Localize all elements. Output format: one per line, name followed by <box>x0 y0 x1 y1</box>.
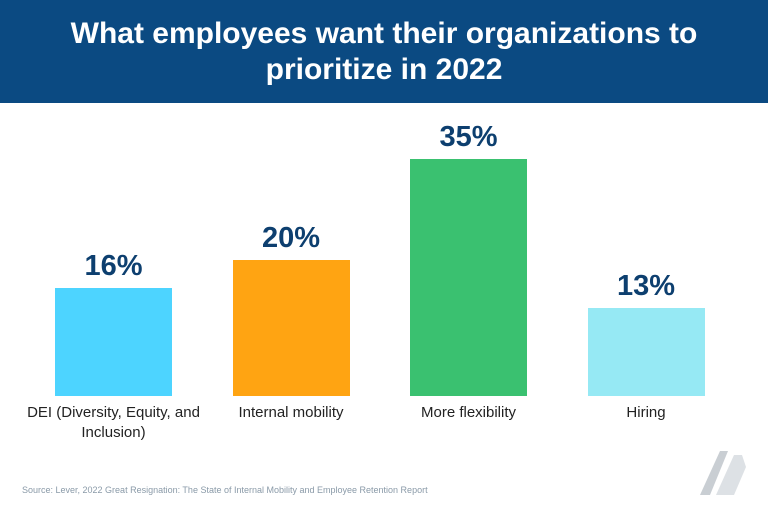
category-label: Internal mobility <box>238 404 344 421</box>
logo <box>700 451 746 495</box>
value-label: 20% <box>261 222 321 255</box>
bar <box>410 158 527 396</box>
value-label: 16% <box>84 249 143 282</box>
logo-shape <box>716 455 746 495</box>
bar <box>232 260 350 396</box>
category-label: DEI (Diversity, Equity, and Inclusion) <box>27 404 200 441</box>
bar <box>587 307 705 396</box>
logo-shape <box>700 451 728 495</box>
category-label: More flexibility <box>420 404 517 421</box>
source-note: Source: Lever, 2022 Great Resignation: T… <box>22 485 428 495</box>
category-label: Hiring <box>626 404 666 421</box>
bar <box>55 287 172 396</box>
title-banner: What employees want their organizations … <box>0 0 768 103</box>
value-label: 13% <box>616 269 676 302</box>
value-label: 35% <box>439 120 498 153</box>
chart-title: What employees want their organizations … <box>70 17 698 86</box>
